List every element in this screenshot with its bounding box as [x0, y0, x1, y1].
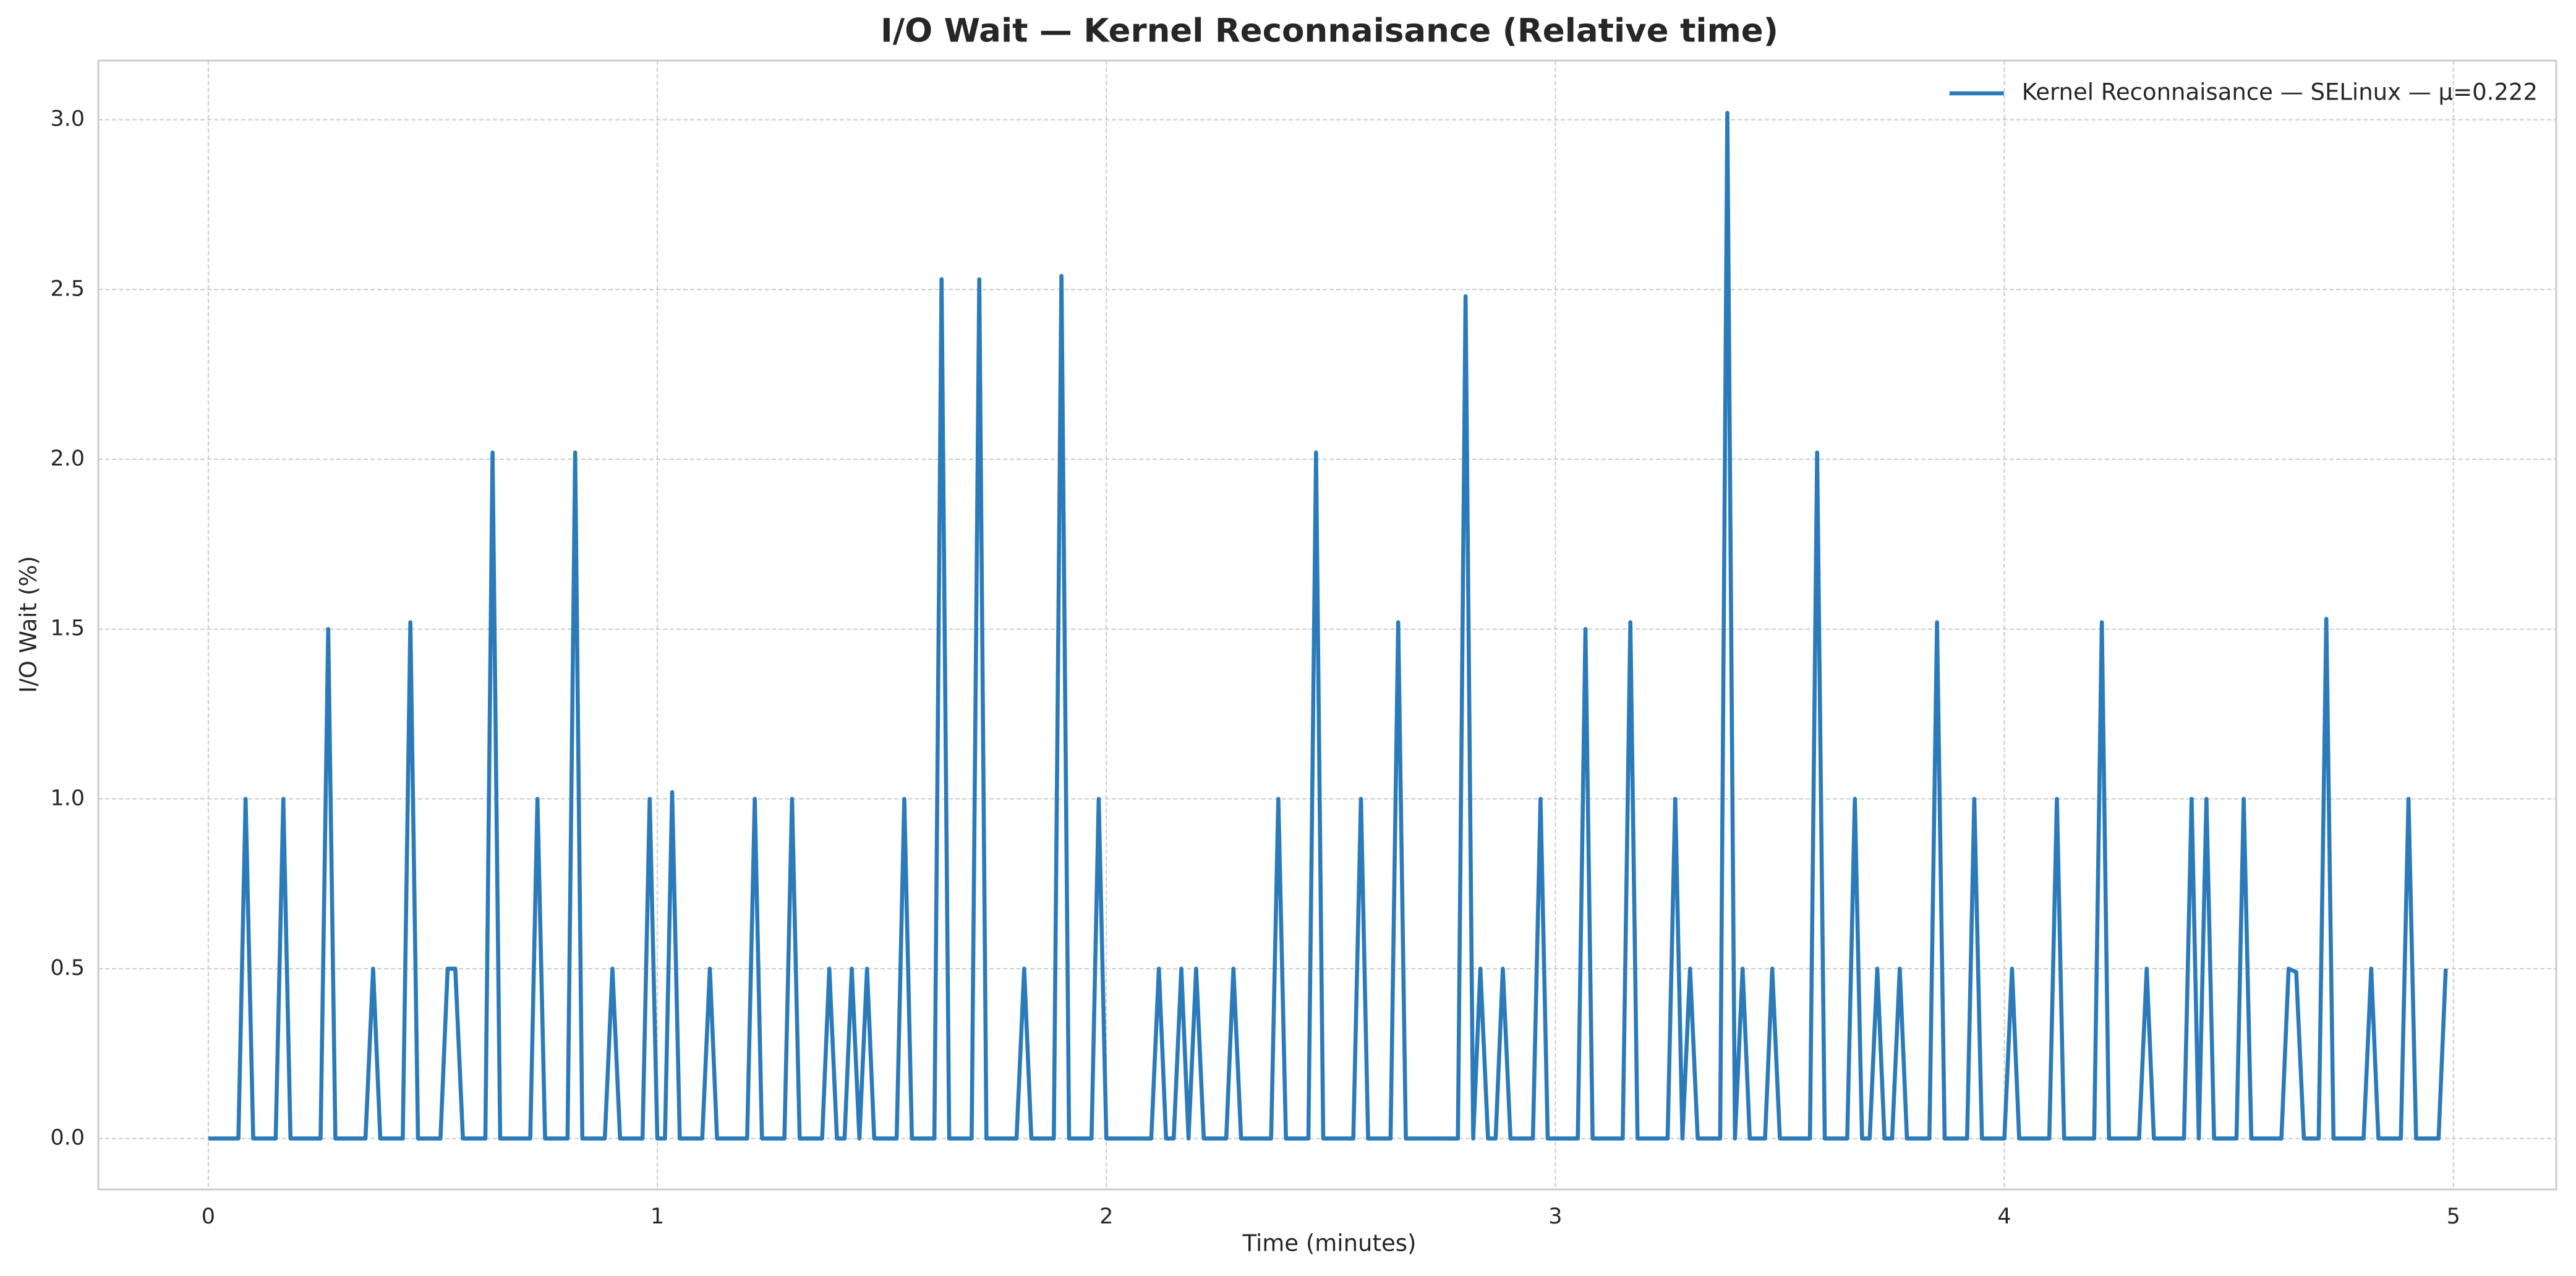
- y-tick-label: 1.5: [50, 616, 85, 641]
- y-tick-label: 2.5: [50, 276, 85, 301]
- y-tick-label: 1.0: [50, 786, 85, 810]
- x-tick-label: 1: [650, 1204, 664, 1229]
- x-tick-label: 4: [1997, 1204, 2011, 1229]
- x-tick-label: 0: [202, 1204, 215, 1229]
- y-axis-label: I/O Wait (%): [15, 556, 42, 693]
- chart-title: I/O Wait — Kernel Reconnaisance (Relativ…: [881, 12, 1778, 50]
- x-axis-label: Time (minutes): [1242, 1230, 1417, 1257]
- legend-label: Kernel Reconnaisance — SELinux — μ=0.222: [2022, 79, 2538, 106]
- x-tick-label: 3: [1548, 1204, 1562, 1229]
- plot-frame: [97, 59, 2557, 1191]
- x-tick-label: 2: [1099, 1204, 1113, 1229]
- data-line: [208, 111, 2448, 1141]
- y-tick-label: 0.0: [50, 1126, 85, 1151]
- y-tick-label: 0.5: [50, 956, 85, 980]
- y-tick-label: 3.0: [50, 107, 85, 132]
- x-tick-label: 5: [2447, 1204, 2460, 1229]
- y-tick-label: 2.0: [50, 446, 85, 471]
